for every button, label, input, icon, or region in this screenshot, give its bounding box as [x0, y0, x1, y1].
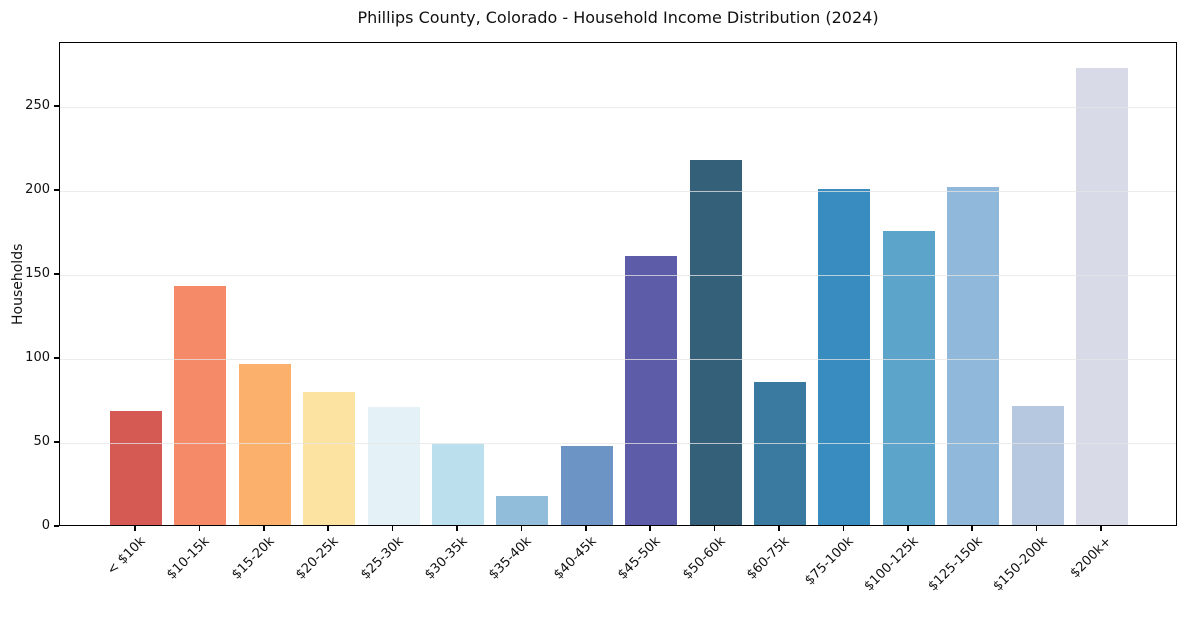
gridline-y-100 [60, 358, 1176, 360]
x-tick [198, 526, 201, 531]
bar-$15-20k [238, 363, 291, 525]
x-tick [327, 526, 329, 531]
bar-$75-100k [818, 188, 871, 525]
x-tick [134, 526, 136, 531]
bar-$40-45k [560, 446, 613, 525]
x-tick [649, 526, 651, 531]
bar-$150-200k [1011, 405, 1064, 525]
x-tick [907, 526, 909, 531]
x-tick [520, 526, 523, 531]
x-tick [713, 526, 716, 531]
x-tick [391, 526, 394, 531]
y-tick [54, 105, 59, 107]
y-axis-label: Households [10, 243, 26, 325]
y-tick [54, 189, 59, 191]
gridline-y-50 [60, 442, 1176, 444]
y-tick [54, 357, 59, 359]
x-tick [263, 526, 265, 531]
x-tick [778, 526, 780, 531]
y-tick [54, 525, 59, 527]
bar-$60-75k [754, 382, 806, 525]
chart-title: Phillips County, Colorado - Household In… [357, 8, 879, 27]
x-tick [585, 526, 587, 531]
x-tick [842, 526, 845, 531]
y-tick [54, 273, 59, 275]
gridline-y-150 [60, 274, 1176, 276]
y-tick [54, 441, 59, 443]
bar-$100-125k [882, 230, 935, 525]
bar-$50-60k [689, 160, 742, 525]
bar-$35-40k [496, 496, 549, 525]
gridline-y-250 [60, 106, 1176, 108]
plot-area [59, 42, 1177, 526]
y-tick-label: 100 [25, 349, 50, 365]
bar-< $10k [110, 410, 162, 525]
y-tick-label: 50 [33, 433, 50, 449]
figure: Phillips County, Colorado - Household In… [10, 8, 1177, 595]
y-tick-label: 0 [41, 518, 50, 533]
x-tick [456, 526, 458, 531]
gridline-y-200 [60, 190, 1176, 192]
bar-$125-150k [947, 187, 1000, 525]
x-tick [971, 526, 973, 531]
y-tick-label: 200 [25, 181, 50, 197]
x-tick [1035, 526, 1038, 531]
bar-$20-25k [303, 392, 356, 525]
y-tick-label: 250 [25, 97, 50, 113]
bar-$10-15k [174, 286, 227, 525]
y-tick-label: 150 [25, 265, 50, 281]
bar-$25-30k [367, 407, 420, 525]
bar-$45-50k [625, 256, 678, 525]
bar-$200k+ [1076, 67, 1128, 525]
x-tick [1100, 526, 1102, 531]
bar-$30-35k [432, 444, 484, 525]
